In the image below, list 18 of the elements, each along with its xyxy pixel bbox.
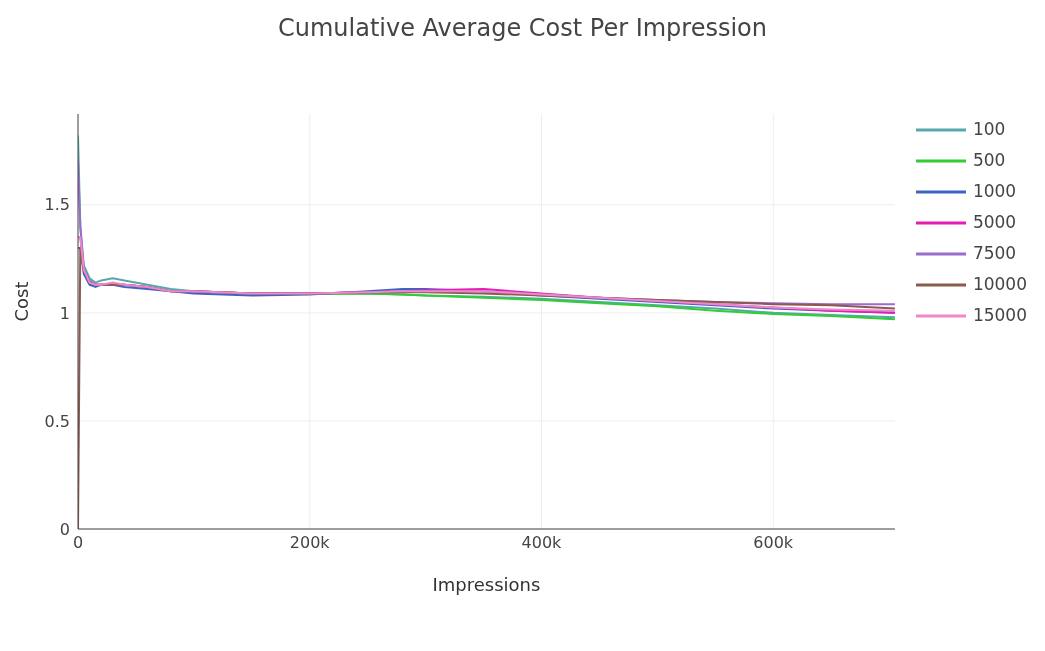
x-tick-label: 400k (521, 533, 563, 553)
y-tick-label: 0 (59, 519, 70, 539)
x-tick-label: 600k (753, 533, 794, 553)
legend-label: 10000 (972, 273, 1027, 296)
legend-label: 500 (972, 149, 1006, 172)
legend-label: 100 (972, 118, 1006, 141)
x-axis-title: Impressions (432, 574, 541, 595)
legend-label: 7500 (972, 242, 1017, 265)
x-tick-label: 200k (289, 533, 331, 553)
y-tick-label: 1.5 (44, 195, 70, 215)
legend-label: 15000 (972, 304, 1027, 327)
x-tick-label: 0 (72, 533, 84, 553)
y-tick-label: 0.5 (44, 411, 70, 431)
chart-title: Cumulative Average Cost Per Impression (277, 13, 768, 44)
y-tick-label: 1 (59, 303, 70, 323)
y-axis-title: Cost (11, 281, 33, 322)
legend-label: 5000 (972, 211, 1017, 234)
legend-label: 1000 (972, 180, 1017, 203)
